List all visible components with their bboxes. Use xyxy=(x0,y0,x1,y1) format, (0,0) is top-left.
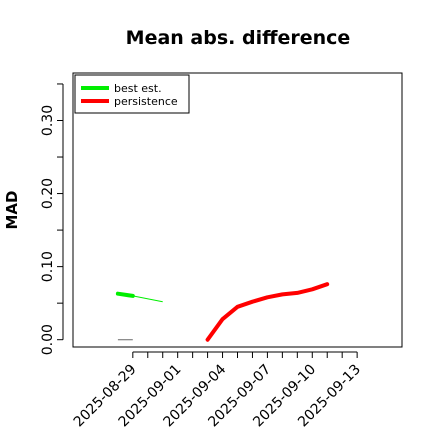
legend-box xyxy=(74,74,190,114)
series-line-thin-best-est xyxy=(132,295,163,303)
legend: best est. persistence xyxy=(74,74,190,114)
y-tick-label: 0.10 xyxy=(40,251,56,282)
series-line-best-est xyxy=(115,291,135,298)
legend-label-persistence: persistence xyxy=(114,95,178,108)
x-axis: 2025-08-292025-09-012025-09-042025-09-07… xyxy=(71,351,364,430)
y-axis: 0.00 0.10 0.20 0.30 xyxy=(40,83,64,355)
y-tick-label: 0.20 xyxy=(40,178,56,209)
y-tick-label: 0.00 xyxy=(40,324,56,355)
y-tick-label: 0.30 xyxy=(40,105,56,136)
series-layer xyxy=(115,282,330,342)
chart-title: Mean abs. difference xyxy=(126,27,351,49)
series-line-persistence xyxy=(205,282,330,342)
plot-frame xyxy=(72,72,403,348)
y-axis-label: MAD xyxy=(3,191,21,230)
legend-label-best-est: best est. xyxy=(114,82,162,95)
